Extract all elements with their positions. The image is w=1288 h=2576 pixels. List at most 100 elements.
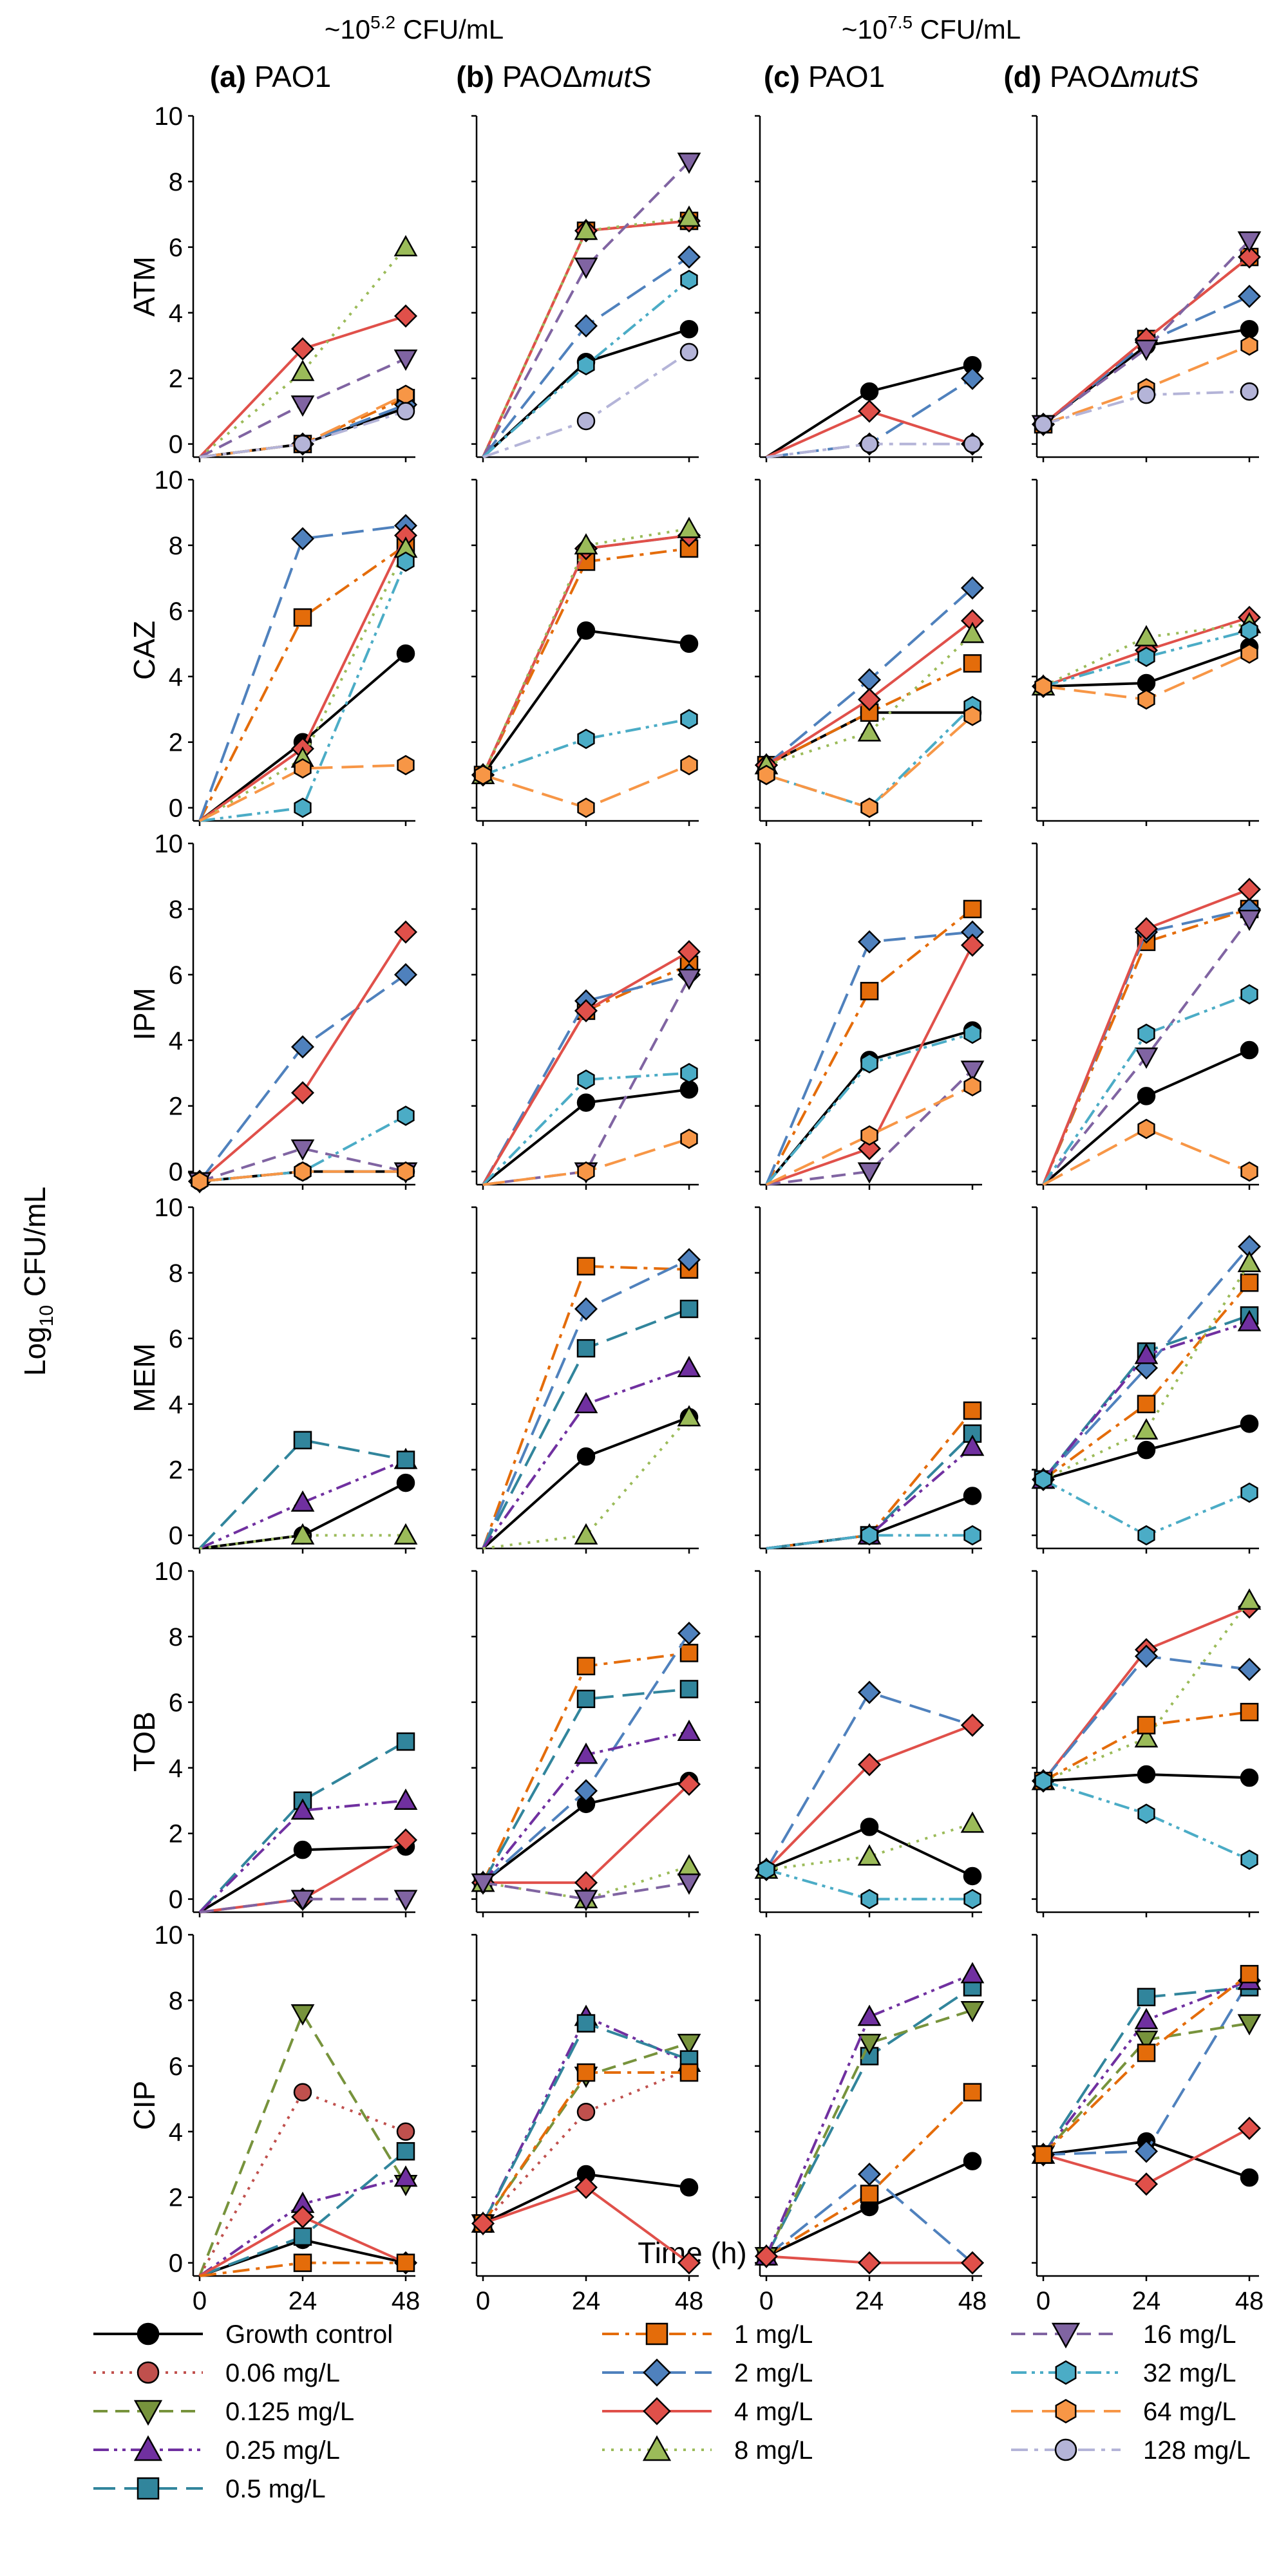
data-point-gc bbox=[963, 2152, 982, 2170]
data-point-c8 bbox=[960, 621, 985, 643]
series-c05 bbox=[482, 1299, 699, 1549]
x-tick-label: 0 bbox=[759, 2287, 773, 2315]
data-point-gc bbox=[963, 1866, 982, 1886]
series-line-c8 bbox=[1043, 1262, 1251, 1481]
data-point-c1 bbox=[293, 608, 312, 627]
data-point-c4 bbox=[857, 1753, 882, 1776]
y-tick-label: 10 bbox=[155, 1194, 184, 1222]
data-point-c025 bbox=[1134, 1342, 1159, 1364]
data-point-c16 bbox=[857, 1162, 882, 1184]
series-c128 bbox=[1034, 382, 1259, 434]
y-tick-label: 8 bbox=[169, 1259, 183, 1288]
data-point-c32 bbox=[397, 1105, 415, 1126]
data-point-c0125 bbox=[1237, 2014, 1262, 2036]
data-point-c2 bbox=[677, 1248, 701, 1272]
series-line-c1 bbox=[482, 1264, 690, 1549]
panel-cip-c: 0 24 48 bbox=[754, 1933, 987, 2315]
series-line-c8 bbox=[1043, 1599, 1251, 1783]
panel-tob-d bbox=[1031, 1570, 1262, 1917]
panel-ipm-d bbox=[1032, 842, 1262, 1190]
data-point-c64 bbox=[1240, 643, 1258, 664]
figure-header: ~105.2 CFU/mL ~107.5 CFU/mL (a) PAO1 (b)… bbox=[210, 12, 1199, 93]
series-c64 bbox=[199, 755, 415, 822]
legend-label: 16 mg/L bbox=[1143, 2320, 1236, 2349]
series-c32 bbox=[1034, 1469, 1258, 1546]
data-point-c1 bbox=[1240, 1964, 1259, 1984]
data-point-c32 bbox=[963, 1888, 981, 1910]
data-point-c0125 bbox=[290, 2004, 315, 2026]
data-point-c1 bbox=[1137, 1395, 1156, 1414]
data-point-c128 bbox=[963, 435, 982, 453]
series-c025 bbox=[198, 2165, 418, 2277]
series-c025 bbox=[482, 1355, 701, 1550]
data-point-c025 bbox=[574, 1391, 598, 1414]
data-point-gc bbox=[1137, 1440, 1156, 1460]
y-tick-label: 4 bbox=[169, 1391, 183, 1419]
data-point-gc bbox=[1240, 2168, 1259, 2187]
data-point-gc bbox=[1137, 1087, 1156, 1105]
data-point-c8 bbox=[1237, 1588, 1262, 1610]
panel-ipm-b bbox=[471, 842, 701, 1190]
series-c4 bbox=[1042, 878, 1262, 1185]
series-line-c4 bbox=[482, 950, 690, 1186]
data-point-c1 bbox=[1240, 1273, 1259, 1292]
series-c2 bbox=[482, 245, 701, 458]
series-line-c05 bbox=[198, 1740, 406, 1913]
data-point-c8 bbox=[290, 1523, 315, 1545]
data-point-c2 bbox=[574, 1297, 598, 1321]
series-gc bbox=[765, 356, 982, 458]
y-tick-label: 6 bbox=[169, 961, 183, 990]
legend-marker-c16 bbox=[1051, 2322, 1081, 2349]
data-point-c025 bbox=[574, 1742, 598, 1764]
data-point-c025 bbox=[1134, 2007, 1159, 2029]
series-line-c8 bbox=[1043, 623, 1250, 688]
series-line-c32 bbox=[482, 279, 690, 458]
series-c4 bbox=[471, 2176, 701, 2275]
series-c64 bbox=[1043, 1118, 1258, 1186]
series-line-c05 bbox=[198, 1438, 406, 1550]
y-tick-label: 4 bbox=[169, 1027, 183, 1055]
data-point-c64 bbox=[680, 1128, 698, 1149]
legend-item-c0125: 0.125 mg/L bbox=[93, 2398, 354, 2426]
data-point-c16 bbox=[290, 1139, 315, 1161]
data-point-c2 bbox=[960, 366, 985, 390]
x-tick-label: 0 bbox=[476, 2287, 490, 2315]
data-point-c128 bbox=[293, 435, 312, 453]
panel-caz-b bbox=[471, 478, 701, 826]
series-c16 bbox=[471, 1873, 701, 1912]
data-point-c16 bbox=[677, 1873, 701, 1895]
data-point-c32 bbox=[577, 728, 595, 749]
series-c8 bbox=[199, 1523, 418, 1550]
data-point-c4 bbox=[393, 920, 418, 944]
series-line-c0125 bbox=[765, 2009, 973, 2257]
y-tick-label: 8 bbox=[169, 168, 183, 196]
y-tick-label: 10 bbox=[155, 830, 184, 858]
data-point-c4 bbox=[574, 2176, 598, 2199]
y-tick-label: 0 bbox=[169, 431, 183, 459]
data-point-c006 bbox=[293, 2083, 312, 2101]
data-point-c05 bbox=[293, 1431, 312, 1450]
data-point-c8 bbox=[393, 235, 418, 257]
panel-mem-b bbox=[471, 1206, 701, 1554]
series-line-c16 bbox=[482, 160, 690, 458]
legend-item-c2: 2 mg/L bbox=[602, 2358, 813, 2387]
data-point-c32 bbox=[860, 1525, 878, 1546]
panel-mem-d bbox=[1031, 1206, 1262, 1554]
data-point-c05 bbox=[576, 1339, 596, 1358]
series-line-c2 bbox=[765, 1691, 973, 1870]
legend-item-gc: Growth control bbox=[93, 2320, 393, 2349]
legend-item-c128: 128 mg/L bbox=[1011, 2436, 1251, 2465]
series-c128 bbox=[482, 343, 699, 458]
group-header-low: ~105.2 CFU/mL bbox=[325, 12, 504, 44]
column-title-a: (a) PAO1 bbox=[210, 60, 331, 93]
data-point-gc bbox=[679, 320, 699, 339]
data-point-c32 bbox=[860, 1888, 878, 1910]
data-point-c64 bbox=[757, 764, 775, 785]
panel-tob-a: 0 2 4 6 8 10 bbox=[155, 1557, 418, 1917]
row-label-cip: CIP bbox=[128, 2081, 161, 2130]
data-point-c64 bbox=[397, 755, 415, 776]
legend-label: 0.5 mg/L bbox=[225, 2475, 326, 2503]
data-point-c1 bbox=[576, 1657, 596, 1676]
series-c32 bbox=[482, 270, 698, 458]
series-c006 bbox=[198, 2083, 415, 2277]
